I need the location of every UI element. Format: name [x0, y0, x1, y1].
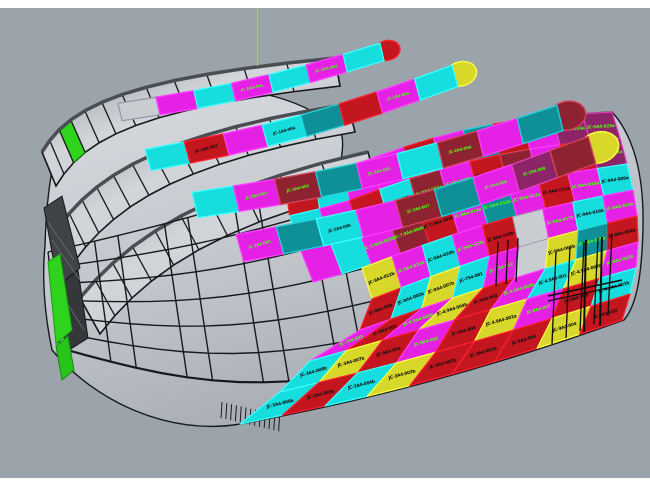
- bottom-hatch-line: [239, 406, 242, 423]
- frame-line: [583, 239, 587, 333]
- strake-division-line: [94, 279, 116, 317]
- strake-division-line: [131, 246, 152, 282]
- frame-line: [505, 239, 509, 285]
- strip-segment[interactable]: [516, 104, 564, 145]
- far-edge-mesh-line: [47, 221, 75, 261]
- bottom-hatch-line: [278, 415, 281, 432]
- strip-segment[interactable]: [549, 135, 597, 179]
- mesh-column-line: [93, 241, 112, 362]
- strip-segment[interactable]: [413, 64, 459, 101]
- bottom-hatch-line: [225, 403, 228, 420]
- strake-division-line: [131, 164, 150, 196]
- frame-line: [599, 236, 603, 327]
- strake-division-line: [41, 151, 57, 187]
- strake-division-line: [70, 119, 86, 153]
- frame-bottom: [0, 478, 650, 488]
- mesh-column-line: [117, 235, 137, 368]
- mesh-column-line: [256, 196, 290, 382]
- far-side-edge-band: [43, 195, 89, 381]
- strake-dark-edge: [40, 56, 336, 153]
- frame-line: [565, 246, 571, 339]
- strake-dark-edge: [78, 150, 369, 300]
- mesh-column-line: [187, 217, 214, 381]
- frame-line: [551, 251, 557, 345]
- strake-division-line: [112, 262, 133, 299]
- strake-division-line: [154, 230, 175, 266]
- frame-top: [0, 0, 650, 8]
- far-edge-green-panel: [55, 335, 75, 381]
- mesh-column-line: [163, 223, 188, 378]
- strake-division-line: [101, 102, 117, 135]
- frame-line: [515, 237, 519, 283]
- strake-division-line: [81, 199, 100, 234]
- bottom-hatch-line: [234, 405, 237, 422]
- far-edge-green-panel: [47, 253, 73, 346]
- strake-division-line: [96, 186, 115, 220]
- strake-division-line: [68, 213, 87, 248]
- frame-lines: [495, 233, 623, 345]
- strip-segment[interactable]: [191, 185, 241, 219]
- strake-division-line: [112, 175, 131, 208]
- deck-strips[interactable]: JC-2A4-005JC-2A4-006JC-2A4-007JC-2A4-008…: [117, 38, 622, 263]
- frame-line: [495, 241, 499, 287]
- mesh-row-line: [55, 293, 403, 327]
- frame-line: [593, 237, 599, 325]
- strake-division-line: [58, 129, 75, 164]
- strip-segment[interactable]: [342, 42, 385, 73]
- bottom-hatch-line: [220, 401, 223, 419]
- far-edge-mesh-line: [51, 239, 81, 281]
- strake-division-line: [49, 140, 65, 175]
- bottom-hatch-line: [230, 404, 233, 421]
- frame-line: [607, 233, 613, 317]
- frame-line: [579, 241, 585, 332]
- strake-division-line: [84, 110, 100, 144]
